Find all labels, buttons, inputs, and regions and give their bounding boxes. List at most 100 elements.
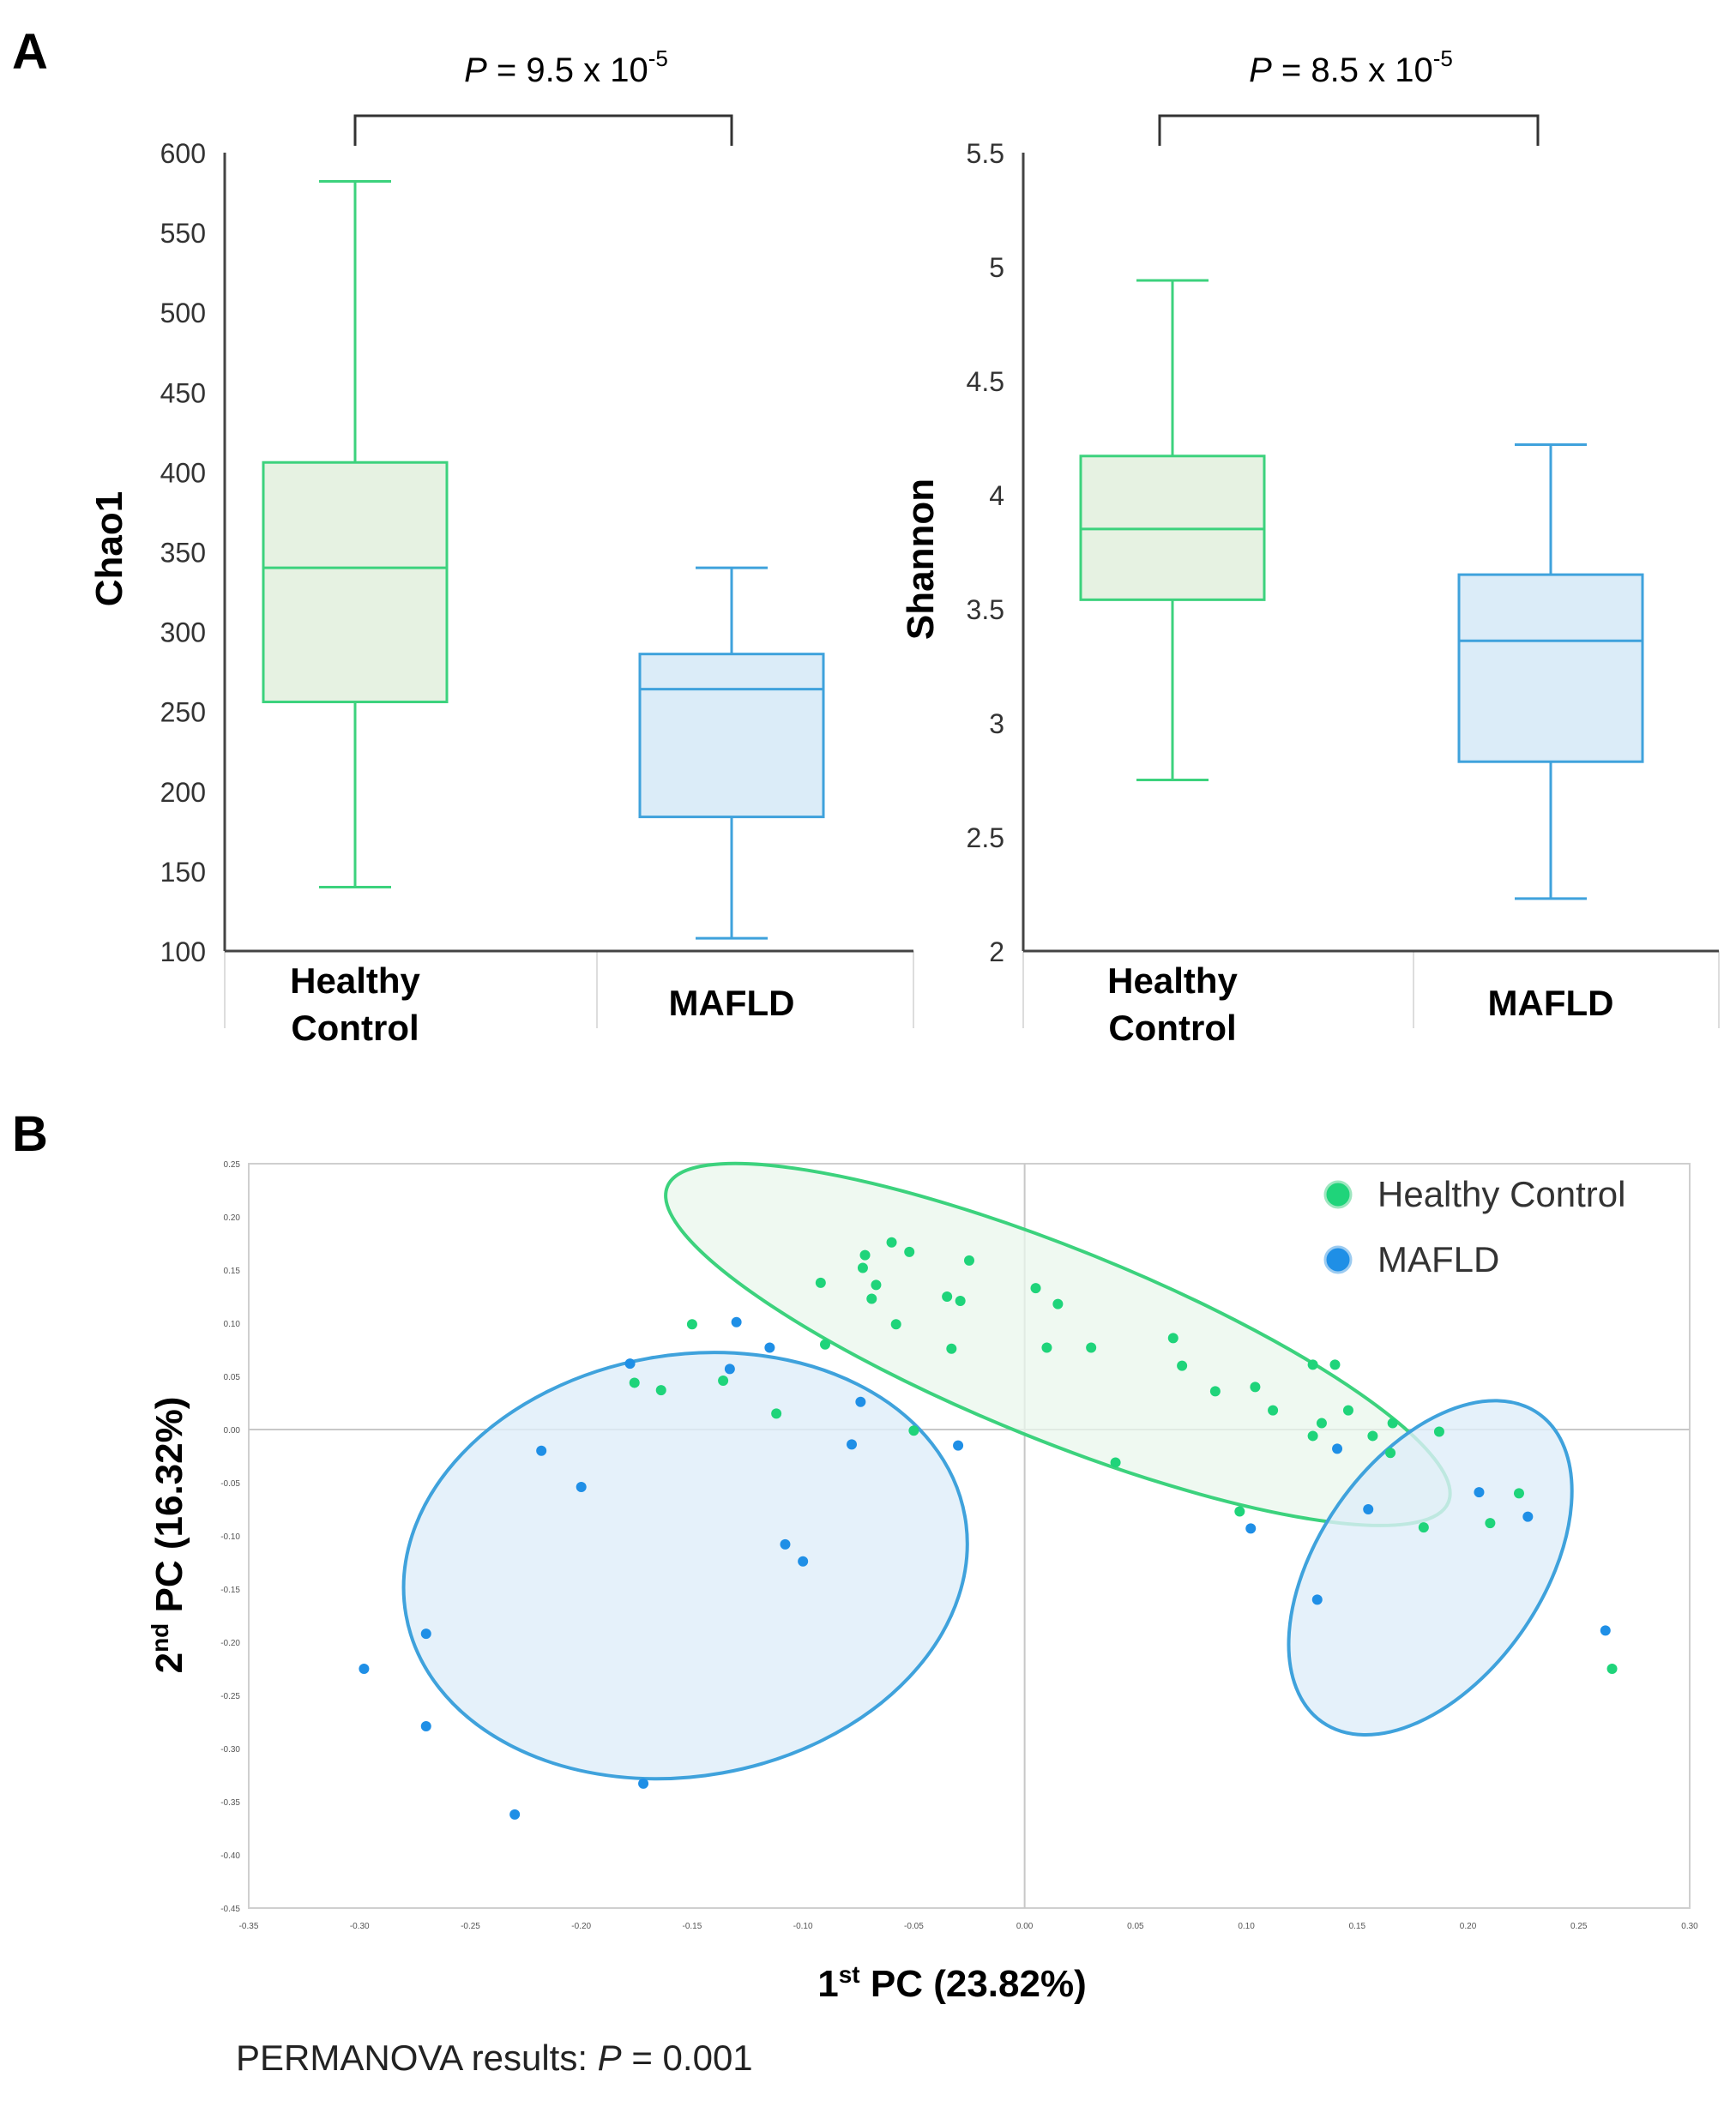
pcoa-point-healthy — [1209, 1386, 1221, 1397]
pcoa-y-tick-label: 0.15 — [224, 1267, 241, 1276]
chao1-y-tick-label: 550 — [160, 218, 206, 249]
pcoa-y-tick-label: -0.20 — [220, 1639, 240, 1648]
permanova-suffix: = 0.001 — [622, 2038, 753, 2078]
pcoa-point-healthy — [1052, 1298, 1064, 1309]
pcoa-y-tick-label: 0.20 — [224, 1213, 241, 1223]
pcoa-x-tick-label: 0.30 — [1681, 1922, 1698, 1931]
pcoa-point-mafld — [731, 1316, 742, 1327]
shannon-box-mafld — [1457, 442, 1644, 900]
pcoa-y-tick-label: -0.40 — [220, 1851, 240, 1861]
pcoa-point-healthy — [857, 1262, 868, 1273]
shannon-y-ticks: 2 2.5 3 3.5 4 4.5 5 5.5 — [967, 138, 1004, 967]
pcoa-y-label: 2nd PC (16.32%) — [147, 1397, 190, 1674]
pcoa-y-tick-label: -0.30 — [220, 1745, 240, 1755]
pcoa-point-healthy — [955, 1295, 966, 1306]
pcoa-point-mafld — [638, 1778, 649, 1789]
pcoa-y-tick-label: -0.05 — [220, 1479, 240, 1489]
pcoa-x-tick-label: -0.10 — [793, 1922, 813, 1931]
pcoa-point-mafld — [576, 1481, 587, 1492]
pcoa-y-label-prefix: 2 — [148, 1653, 190, 1673]
iqr-box — [638, 653, 825, 819]
pcoa-point-healthy — [886, 1237, 897, 1248]
pcoa-point-mafld — [1245, 1523, 1257, 1534]
pcoa-y-tick-label: 0.10 — [224, 1320, 241, 1329]
pcoa-point-healthy — [1167, 1333, 1178, 1344]
pcoa-y-label-sup: nd — [147, 1623, 173, 1653]
pcoa-y-tick-label: -0.15 — [220, 1586, 240, 1595]
pcoa-point-healthy — [890, 1319, 901, 1330]
pcoa-x-tick-label: -0.25 — [461, 1922, 480, 1931]
pcoa-x-ticks: -0.35 -0.30 -0.25 -0.20 -0.15 -0.10 -0.05 0.00 0… — [239, 1922, 1699, 1931]
legend-healthy-label: Healthy Control — [1377, 1174, 1625, 1214]
pcoa-y-tick-label: -0.45 — [220, 1905, 240, 1914]
pcoa-x-tick-label: -0.15 — [683, 1922, 702, 1931]
pcoa-point-healthy — [1329, 1359, 1341, 1370]
chao1-y-tick-label: 300 — [160, 617, 206, 648]
pcoa-point-healthy — [946, 1343, 957, 1354]
shannon-y-tick-label: 4.5 — [967, 366, 1004, 397]
chao1-y-tick-label: 600 — [160, 138, 206, 169]
pcoa-point-healthy — [1367, 1430, 1378, 1442]
chao1-pvalue: P = 9.5 x 10-5 — [464, 45, 668, 89]
chao1-pvalue-exp: -5 — [648, 45, 668, 71]
pcoa-point-healthy — [1041, 1342, 1052, 1353]
shannon-x-label-healthy-line1: Healthy — [1107, 960, 1238, 1001]
pcoa-point-healthy — [820, 1339, 830, 1350]
pcoa-point-healthy — [1513, 1488, 1524, 1499]
panel-label-a: A — [12, 24, 48, 80]
pcoa-point-mafld — [624, 1358, 636, 1370]
pcoa-point-healthy — [1307, 1359, 1318, 1370]
pcoa-point-healthy — [1316, 1418, 1327, 1429]
pcoa-point-mafld — [1311, 1594, 1323, 1605]
pcoa-x-label-prefix: 1 — [817, 1963, 838, 2005]
permanova-footnote: PERMANOVA results: P = 0.001 — [236, 2038, 753, 2078]
pcoa-point-mafld — [1332, 1443, 1343, 1454]
pcoa-x-label-sup: st — [839, 1961, 860, 1988]
pcoa-x-tick-label: -0.35 — [239, 1922, 259, 1931]
pcoa-point-mafld — [1600, 1625, 1611, 1636]
pcoa-point-healthy — [1086, 1342, 1097, 1353]
pcoa-y-ticks: 0.25 0.20 0.15 0.10 0.05 0.00 -0.05 -0.10 -0.15 -… — [220, 1160, 240, 1914]
pcoa-point-healthy — [964, 1255, 974, 1266]
chao1-y-tick-label: 400 — [160, 457, 206, 488]
pcoa-ellipse-mafld-2 — [1287, 1399, 1574, 1737]
permanova-p: P — [598, 2038, 622, 2078]
pcoa-point-mafld — [1363, 1504, 1374, 1514]
pcoa-point-healthy — [718, 1375, 729, 1386]
pcoa-point-healthy — [771, 1408, 782, 1419]
chao1-y-tick-label: 150 — [160, 857, 206, 888]
pcoa-point-mafld — [536, 1445, 547, 1456]
pcoa-x-tick-label: -0.20 — [571, 1922, 591, 1931]
iqr-box — [262, 461, 449, 704]
chao1-x-label-healthy: Healthy Control — [290, 960, 420, 1048]
shannon-x-label-mafld: MAFLD — [1488, 983, 1614, 1023]
chao1-y-tick-label: 500 — [160, 298, 206, 328]
pcoa-point-healthy — [859, 1249, 871, 1261]
pcoa-y-tick-label: -0.25 — [220, 1692, 240, 1701]
pcoa-point-healthy — [1342, 1405, 1353, 1416]
chao1-chart: P = 9.5 x 10-5 100 150 200 250 300 350 400 450 5… — [88, 45, 914, 1048]
pcoa-x-tick-label: 0.20 — [1460, 1922, 1477, 1931]
pcoa-x-tick-label: -0.05 — [904, 1922, 924, 1931]
pcoa-point-mafld — [764, 1342, 775, 1353]
pcoa-point-mafld — [359, 1664, 370, 1674]
shannon-y-tick-label: 3 — [989, 708, 1004, 739]
shannon-y-tick-label: 5 — [989, 252, 1004, 283]
permanova-prefix: PERMANOVA results: — [236, 2038, 598, 2078]
chao1-box-healthy — [262, 180, 449, 889]
pcoa-point-healthy — [1433, 1426, 1444, 1437]
pcoa-x-tick-label: -0.30 — [350, 1922, 370, 1931]
pcoa-point-healthy — [1485, 1518, 1496, 1529]
chao1-pvalue-text: = 9.5 x 10 — [487, 51, 648, 89]
chao1-y-tick-label: 250 — [160, 697, 206, 728]
shannon-y-tick-label: 2.5 — [967, 822, 1004, 853]
shannon-y-tick-label: 5.5 — [967, 138, 1004, 169]
chao1-box-mafld — [638, 566, 825, 940]
pcoa-point-mafld — [420, 1628, 431, 1640]
pcoa-x-tick-label: 0.10 — [1238, 1922, 1255, 1931]
panel-label-b: B — [12, 1106, 48, 1162]
pcoa-points — [359, 1237, 1618, 1820]
pcoa-point-healthy — [1418, 1522, 1429, 1533]
pcoa-point-healthy — [942, 1291, 953, 1302]
